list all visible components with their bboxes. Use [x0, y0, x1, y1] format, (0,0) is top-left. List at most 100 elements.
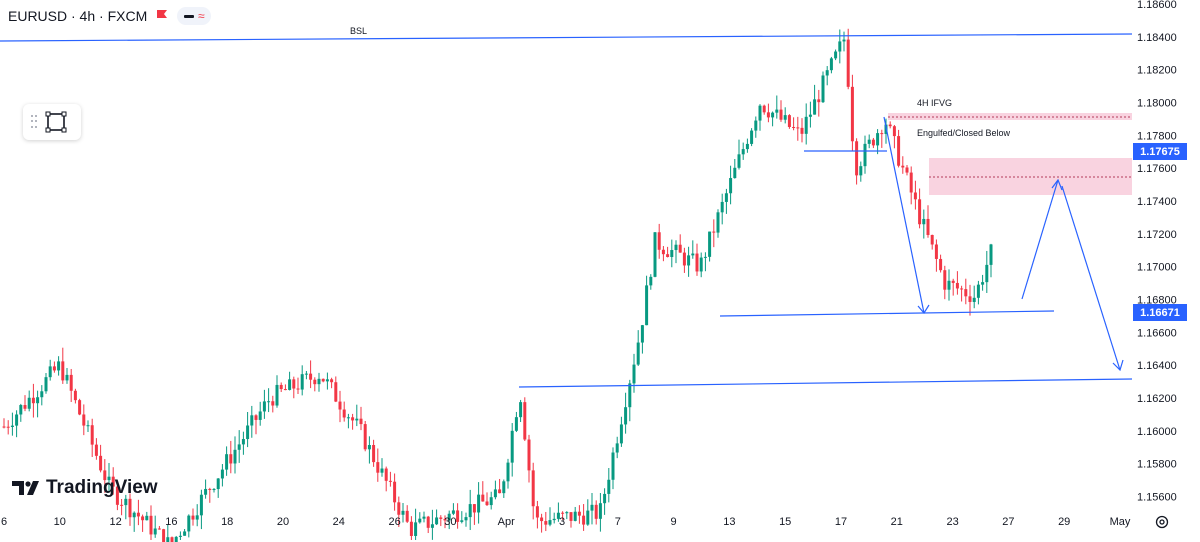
price-tick-label: 1.18200 [1137, 65, 1177, 77]
drag-handle-icon[interactable] [31, 115, 37, 129]
support-line-mid [719, 310, 1055, 317]
candle-body [27, 397, 31, 409]
candle-body [141, 516, 145, 521]
drawings-layer[interactable] [0, 33, 1133, 388]
candle-body [430, 524, 434, 528]
candle-body [170, 537, 174, 542]
projection-down-1 [883, 116, 925, 314]
candle-body [485, 501, 489, 506]
candle-body [246, 425, 250, 440]
time-tick-label: 21 [891, 516, 903, 528]
candle-body [254, 415, 258, 420]
price-tick-label: 1.16400 [1137, 360, 1177, 372]
time-tick-label: 29 [1058, 516, 1070, 528]
candle-body [174, 536, 178, 542]
candle-body [934, 244, 938, 259]
candle-body [745, 143, 749, 150]
candle-body [52, 366, 56, 371]
candle-body [309, 373, 313, 380]
time-tick-label: 24 [333, 516, 345, 528]
candle-body [741, 149, 745, 155]
candle-body [703, 256, 707, 258]
candle-body [590, 504, 594, 511]
candle-body [607, 479, 611, 494]
candle-body [111, 476, 115, 487]
candle-body [913, 192, 917, 200]
candle-body [771, 112, 775, 118]
candle-body [103, 470, 107, 481]
candle-body [19, 405, 23, 415]
candle-body [187, 515, 191, 532]
tradingview-logo[interactable]: TradingView [12, 477, 158, 499]
rectangle-tool-icon[interactable] [45, 111, 67, 133]
candle-body [901, 165, 905, 168]
candle-body [972, 297, 976, 302]
time-tick-label: 12 [109, 516, 121, 528]
candle-body [279, 384, 283, 390]
candle-body [212, 489, 216, 491]
candle-body [296, 388, 300, 390]
candle-body [325, 379, 329, 382]
engulfed-label: Engulfed/Closed Below [917, 128, 1011, 138]
candle-body [31, 397, 35, 404]
drawing-toolbox[interactable] [23, 104, 81, 140]
candle-body [208, 488, 212, 490]
candle-body [283, 389, 287, 391]
candle-body [258, 411, 262, 420]
candle-body [821, 75, 825, 103]
candle-body [275, 384, 279, 406]
flag-icon[interactable] [155, 9, 169, 23]
candle-body [86, 425, 90, 427]
candle-body [674, 244, 678, 251]
candle-body [166, 537, 170, 542]
symbol-title[interactable]: EURUSD · 4h · FXCM [8, 8, 148, 24]
time-tick-label: 10 [54, 516, 66, 528]
candle-body [758, 105, 762, 121]
badge-text-1: 1.17675 [1140, 146, 1180, 158]
status-pill[interactable]: ≈ [177, 7, 212, 25]
candle-body [531, 470, 535, 507]
projection-up [1021, 179, 1059, 300]
time-tick-label: 23 [946, 516, 958, 528]
candle-body [762, 105, 766, 113]
time-axis[interactable]: 6 10 12 16 18 20 24 26 30 Apr 3 7 9 13 15 17 21 23 27 29 May [1, 516, 1131, 528]
candle-body [909, 172, 913, 193]
candle-body [594, 504, 598, 519]
candle-body [649, 276, 653, 286]
candle-body [813, 99, 817, 115]
price-axis[interactable]: 1.18600 1.18400 1.18200 1.18000 1.17800 1.176… [1137, 0, 1177, 504]
time-tick-label: 15 [779, 516, 791, 528]
candle-body [443, 518, 447, 521]
candle-body [565, 512, 569, 514]
candle-body [951, 280, 955, 283]
candle-body [330, 379, 334, 383]
candle-body [943, 270, 947, 290]
gear-icon[interactable] [1154, 514, 1170, 530]
candle-body [926, 218, 930, 235]
candle-body [267, 401, 271, 403]
time-tick-label: 9 [671, 516, 677, 528]
wave-icon: ≈ [197, 9, 205, 23]
candle-body [796, 127, 800, 129]
candle-body [468, 504, 472, 518]
time-tick-label: 6 [1, 516, 7, 528]
price-tick-label: 1.17800 [1137, 130, 1177, 142]
candle-body [632, 364, 636, 384]
time-tick-label: 16 [165, 516, 177, 528]
candle-body [115, 486, 119, 505]
candle-body [401, 510, 405, 515]
candle-body [405, 510, 409, 522]
candle-body [15, 414, 19, 426]
candle-body [586, 510, 590, 525]
price-tick-label: 1.15600 [1137, 492, 1177, 504]
price-tick-label: 1.16800 [1137, 295, 1177, 307]
candle-body [300, 374, 304, 390]
candle-body [372, 445, 376, 463]
candle-body [838, 41, 842, 52]
candle-body [225, 454, 229, 470]
candle-body [880, 133, 884, 135]
arrowhead-2 [1051, 178, 1063, 191]
candle-body [548, 520, 552, 525]
price-tick-label: 1.17000 [1137, 262, 1177, 274]
